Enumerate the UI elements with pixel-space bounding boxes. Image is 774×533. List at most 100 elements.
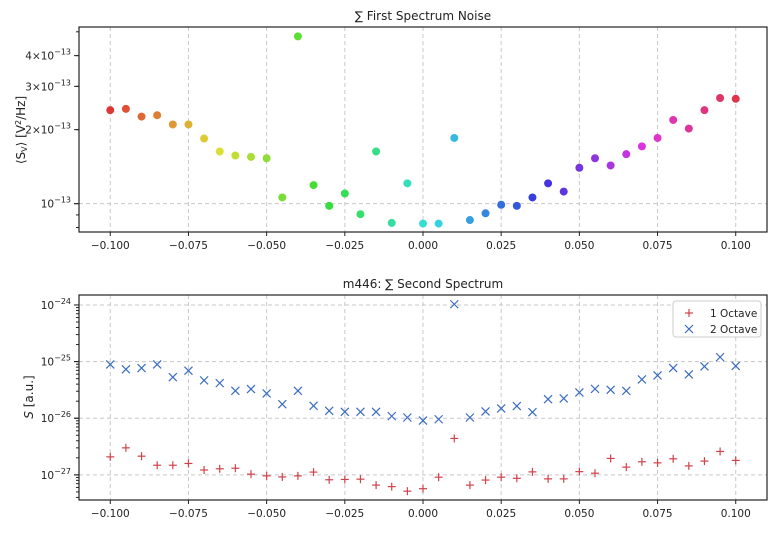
x-marker xyxy=(715,352,725,362)
marker-stroke xyxy=(684,324,694,334)
x-marker xyxy=(449,299,459,309)
plot-title: m446: ∑ Second Spectrum xyxy=(343,277,503,291)
marker-stroke xyxy=(465,413,475,422)
data-point xyxy=(153,111,162,120)
data-point xyxy=(700,106,709,115)
marker-stroke xyxy=(324,406,334,416)
data-point xyxy=(121,104,130,113)
data-point xyxy=(184,120,193,129)
y-tick-base: 3×10 xyxy=(25,81,54,93)
x-marker xyxy=(606,385,616,395)
x-marker xyxy=(387,411,397,421)
marker-stroke xyxy=(606,385,616,395)
x-tick-label: 0.075 xyxy=(643,508,673,520)
data-point xyxy=(200,134,209,143)
data-point xyxy=(497,200,506,209)
x-tick-label: −0.100 xyxy=(91,240,130,252)
plus-marker xyxy=(481,476,490,485)
data-point xyxy=(606,161,615,170)
data-point xyxy=(372,147,381,156)
data-point xyxy=(559,187,568,196)
x-tick-label: 0.050 xyxy=(564,240,594,252)
marker-stroke xyxy=(356,407,365,417)
data-point xyxy=(137,112,146,121)
data-point xyxy=(575,163,584,172)
x-marker xyxy=(324,406,334,416)
plus-marker xyxy=(168,461,177,470)
x-marker xyxy=(668,363,678,373)
x-tick-label: 0.075 xyxy=(643,240,673,252)
y-tick-label: 4×10−13 xyxy=(25,48,71,63)
data-point xyxy=(465,216,474,225)
data-point xyxy=(684,124,693,133)
marker-stroke xyxy=(105,360,115,369)
marker-stroke xyxy=(418,416,428,425)
plus-marker xyxy=(215,464,224,473)
plus-marker xyxy=(731,456,740,465)
marker-stroke xyxy=(528,407,537,417)
plus-marker xyxy=(106,452,115,461)
y-axis-label: S [a.u.] xyxy=(22,375,36,418)
data-point xyxy=(544,179,553,188)
x-marker xyxy=(293,386,303,396)
x-tick-label: 0.100 xyxy=(721,508,751,520)
x-tick-label: 0.025 xyxy=(486,240,516,252)
second-spectrum-plot: m446: ∑ Second Spectrum S [a.u.] −0.100 −… xyxy=(22,277,768,520)
plus-marker xyxy=(669,454,678,463)
plus-marker xyxy=(340,475,349,484)
x-marker xyxy=(246,384,256,394)
x-tick-label: 0.000 xyxy=(408,508,438,520)
plus-marker xyxy=(293,471,302,480)
data-point xyxy=(653,133,662,142)
data-point xyxy=(450,133,459,142)
plus-marker xyxy=(512,474,521,483)
marker-stroke xyxy=(621,386,631,396)
y-tick-label: 10−25 xyxy=(41,354,71,369)
y-axis-label: ⟨SV⟩ [V2/Hz] xyxy=(14,96,29,164)
x-marker xyxy=(215,378,225,388)
x-tick-label: −0.025 xyxy=(325,240,364,252)
plus-marker xyxy=(528,467,537,476)
x-marker xyxy=(309,401,318,411)
x-tick-label: −0.075 xyxy=(169,508,208,520)
data-point xyxy=(669,115,678,124)
data-point xyxy=(419,219,427,228)
data-point xyxy=(403,179,412,188)
x-marker xyxy=(465,413,475,422)
x-marker xyxy=(621,386,631,396)
marker-stroke xyxy=(340,407,350,417)
y-tick-base: 10 xyxy=(41,470,54,482)
plus-marker xyxy=(184,459,193,468)
x-marker xyxy=(168,372,178,382)
marker-stroke xyxy=(684,369,694,379)
x-tick-label: 0.100 xyxy=(721,240,751,252)
x-marker xyxy=(653,371,662,380)
plus-marker xyxy=(653,458,662,467)
data-point xyxy=(591,154,599,163)
x-marker xyxy=(137,363,146,373)
legend-label: 2 Octave xyxy=(710,324,757,336)
x-marker xyxy=(199,375,209,385)
y-tick-exponent: −13 xyxy=(54,48,71,57)
marker-stroke xyxy=(168,372,178,382)
plus-marker xyxy=(434,473,443,482)
marker-stroke xyxy=(277,399,287,409)
plus-marker xyxy=(606,454,615,463)
plus-marker xyxy=(200,465,209,474)
data-point xyxy=(481,209,490,218)
x-marker xyxy=(512,401,522,411)
legend: 1 Octave 2 Octave xyxy=(672,300,762,338)
x-marker xyxy=(559,393,569,403)
plot-frame xyxy=(78,294,768,501)
plus-marker xyxy=(544,474,553,483)
data-point xyxy=(387,218,396,227)
y-tick-base: 10 xyxy=(41,199,54,211)
x-tick-label: 0.000 xyxy=(408,240,438,252)
x-marker xyxy=(105,360,115,369)
marker-stroke xyxy=(371,407,381,417)
data-point xyxy=(231,151,240,160)
y-tick-exponent: −13 xyxy=(54,122,71,131)
plus-marker xyxy=(403,487,412,496)
x-marker xyxy=(481,406,490,416)
